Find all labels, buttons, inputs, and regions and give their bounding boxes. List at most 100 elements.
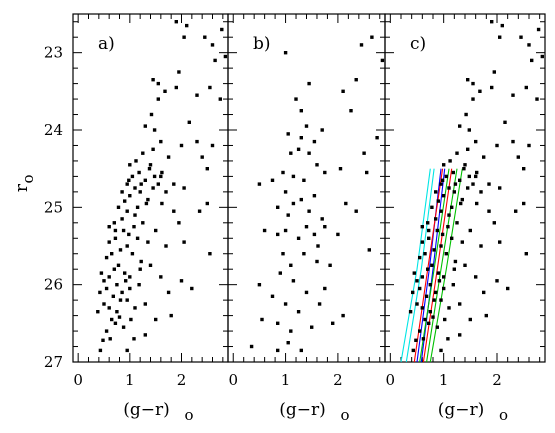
- data-point: [96, 310, 100, 314]
- data-point: [323, 286, 327, 291]
- data-point: [427, 321, 431, 325]
- data-point: [210, 143, 215, 148]
- data-point: [289, 151, 293, 155]
- data-point: [141, 221, 145, 225]
- data-point: [435, 228, 439, 233]
- data-point: [430, 205, 434, 209]
- data-point: [149, 112, 154, 117]
- data-point: [138, 267, 142, 271]
- data-point: [338, 167, 343, 171]
- data-point: [310, 325, 314, 329]
- data-point: [98, 348, 103, 353]
- data-point: [302, 252, 306, 256]
- x-tick-label: 1: [281, 371, 291, 389]
- data-point: [177, 70, 181, 74]
- data-point: [498, 240, 502, 244]
- data-point: [159, 275, 163, 279]
- data-point: [420, 306, 424, 310]
- data-point: [320, 217, 324, 221]
- data-point: [492, 221, 496, 225]
- data-point: [118, 298, 123, 302]
- data-point: [128, 286, 132, 291]
- data-point: [487, 182, 491, 186]
- data-point: [442, 275, 446, 279]
- data-point: [500, 23, 504, 28]
- data-point: [135, 205, 140, 209]
- data-point: [296, 236, 301, 240]
- data-point: [151, 147, 155, 151]
- data-point: [475, 170, 479, 175]
- data-point: [104, 286, 109, 291]
- data-point: [135, 236, 140, 240]
- data-point: [270, 294, 275, 298]
- data-point: [187, 120, 191, 124]
- data-point: [156, 81, 160, 86]
- data-point: [474, 139, 478, 144]
- data-point: [428, 283, 432, 287]
- data-point: [458, 302, 462, 306]
- data-point: [125, 348, 129, 353]
- x-tick-label: 0: [228, 371, 238, 389]
- data-point: [117, 315, 122, 319]
- data-point: [260, 317, 264, 322]
- data-point: [411, 348, 415, 353]
- data-point: [540, 54, 544, 59]
- data-point: [524, 252, 528, 256]
- data-point: [249, 344, 254, 349]
- data-point: [213, 58, 217, 63]
- data-point: [464, 112, 468, 117]
- data-point: [118, 248, 123, 252]
- data-point: [120, 290, 124, 295]
- data-point: [139, 182, 143, 186]
- data-point: [160, 170, 164, 175]
- data-point: [511, 93, 515, 97]
- data-point: [146, 197, 150, 202]
- data-point: [127, 232, 131, 237]
- data-point: [307, 151, 311, 155]
- data-point: [427, 228, 431, 233]
- data-point: [475, 201, 479, 206]
- data-point: [182, 186, 186, 190]
- data-point: [152, 174, 157, 179]
- data-point: [511, 139, 515, 144]
- data-point: [283, 228, 288, 233]
- data-point: [108, 337, 112, 341]
- data-point: [479, 244, 483, 248]
- data-point: [359, 43, 364, 47]
- data-point: [304, 290, 309, 295]
- data-point: [440, 232, 445, 237]
- y-tick-label: 24: [44, 121, 63, 139]
- data-point: [291, 174, 296, 179]
- data-point: [123, 199, 127, 203]
- data-point: [174, 85, 178, 90]
- data-point: [195, 139, 199, 144]
- data-point: [137, 283, 141, 287]
- data-point: [463, 163, 467, 167]
- data-point: [423, 317, 427, 322]
- data-point: [143, 124, 147, 128]
- data-point: [530, 58, 534, 63]
- data-point: [482, 290, 486, 295]
- data-point: [354, 78, 358, 82]
- data-point: [471, 97, 475, 101]
- data-point: [257, 283, 262, 287]
- data-point: [307, 209, 311, 213]
- data-point: [125, 244, 129, 248]
- data-point: [104, 255, 109, 260]
- data-point: [152, 128, 157, 132]
- data-point: [471, 81, 475, 86]
- data-point: [141, 151, 145, 155]
- data-point: [447, 306, 451, 310]
- data-point: [128, 275, 132, 279]
- data-point: [478, 89, 482, 93]
- data-point: [436, 199, 440, 203]
- data-point: [166, 155, 171, 159]
- data-point: [296, 310, 301, 314]
- data-point: [323, 170, 327, 175]
- data-point: [163, 89, 167, 93]
- data-point: [107, 275, 111, 279]
- data-point: [421, 337, 426, 341]
- data-point: [164, 190, 168, 194]
- data-point: [434, 190, 438, 194]
- data-point: [283, 190, 288, 194]
